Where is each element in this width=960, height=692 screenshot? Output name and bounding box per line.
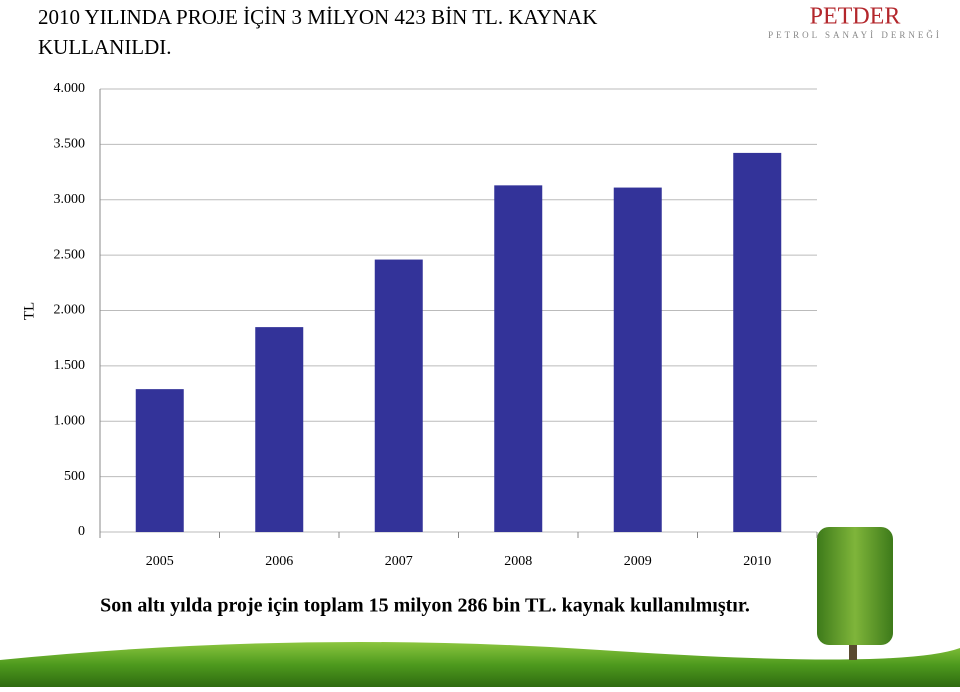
logo-subtitle: PETROL SANAYİ DERNEĞİ — [768, 30, 942, 40]
y-axis-label: TL — [21, 302, 37, 320]
logo-name: PETDER — [810, 4, 901, 30]
y-tick-label: 1.000 — [54, 413, 86, 428]
title-box: 2010 YILINDA PROJE İÇİN 3 MİLYON 423 BİN… — [38, 5, 598, 59]
y-tick-label: 500 — [64, 469, 85, 484]
x-tick-label: 2005 — [146, 554, 174, 569]
y-tick-label: 2.500 — [54, 247, 86, 262]
y-tick-label: 4.000 — [54, 81, 86, 96]
bar — [135, 389, 184, 532]
caption: Son altı yılda proje için toplam 15 mily… — [100, 595, 750, 617]
y-tick-label: 1.500 — [54, 358, 86, 373]
x-tick-label: 2006 — [265, 554, 293, 569]
y-tick-label: 3.500 — [54, 137, 86, 152]
bar — [733, 152, 782, 532]
bar — [255, 327, 304, 532]
y-tick-label: 2.000 — [54, 303, 86, 318]
x-tick-label: 2009 — [624, 554, 652, 569]
x-tick-label: 2010 — [743, 554, 771, 569]
x-tick-label: 2008 — [504, 554, 532, 569]
bar — [613, 187, 662, 532]
chart-title: 2010 YILINDA PROJE İÇİN 3 MİLYON 423 BİN… — [38, 5, 598, 59]
y-tick-label: 0 — [78, 524, 85, 539]
y-tick-label: 3.000 — [54, 192, 86, 207]
bar — [374, 259, 423, 532]
x-tick-label: 2007 — [385, 554, 413, 569]
grass — [0, 642, 960, 687]
bar — [494, 185, 543, 533]
tree-barrel — [817, 527, 893, 645]
